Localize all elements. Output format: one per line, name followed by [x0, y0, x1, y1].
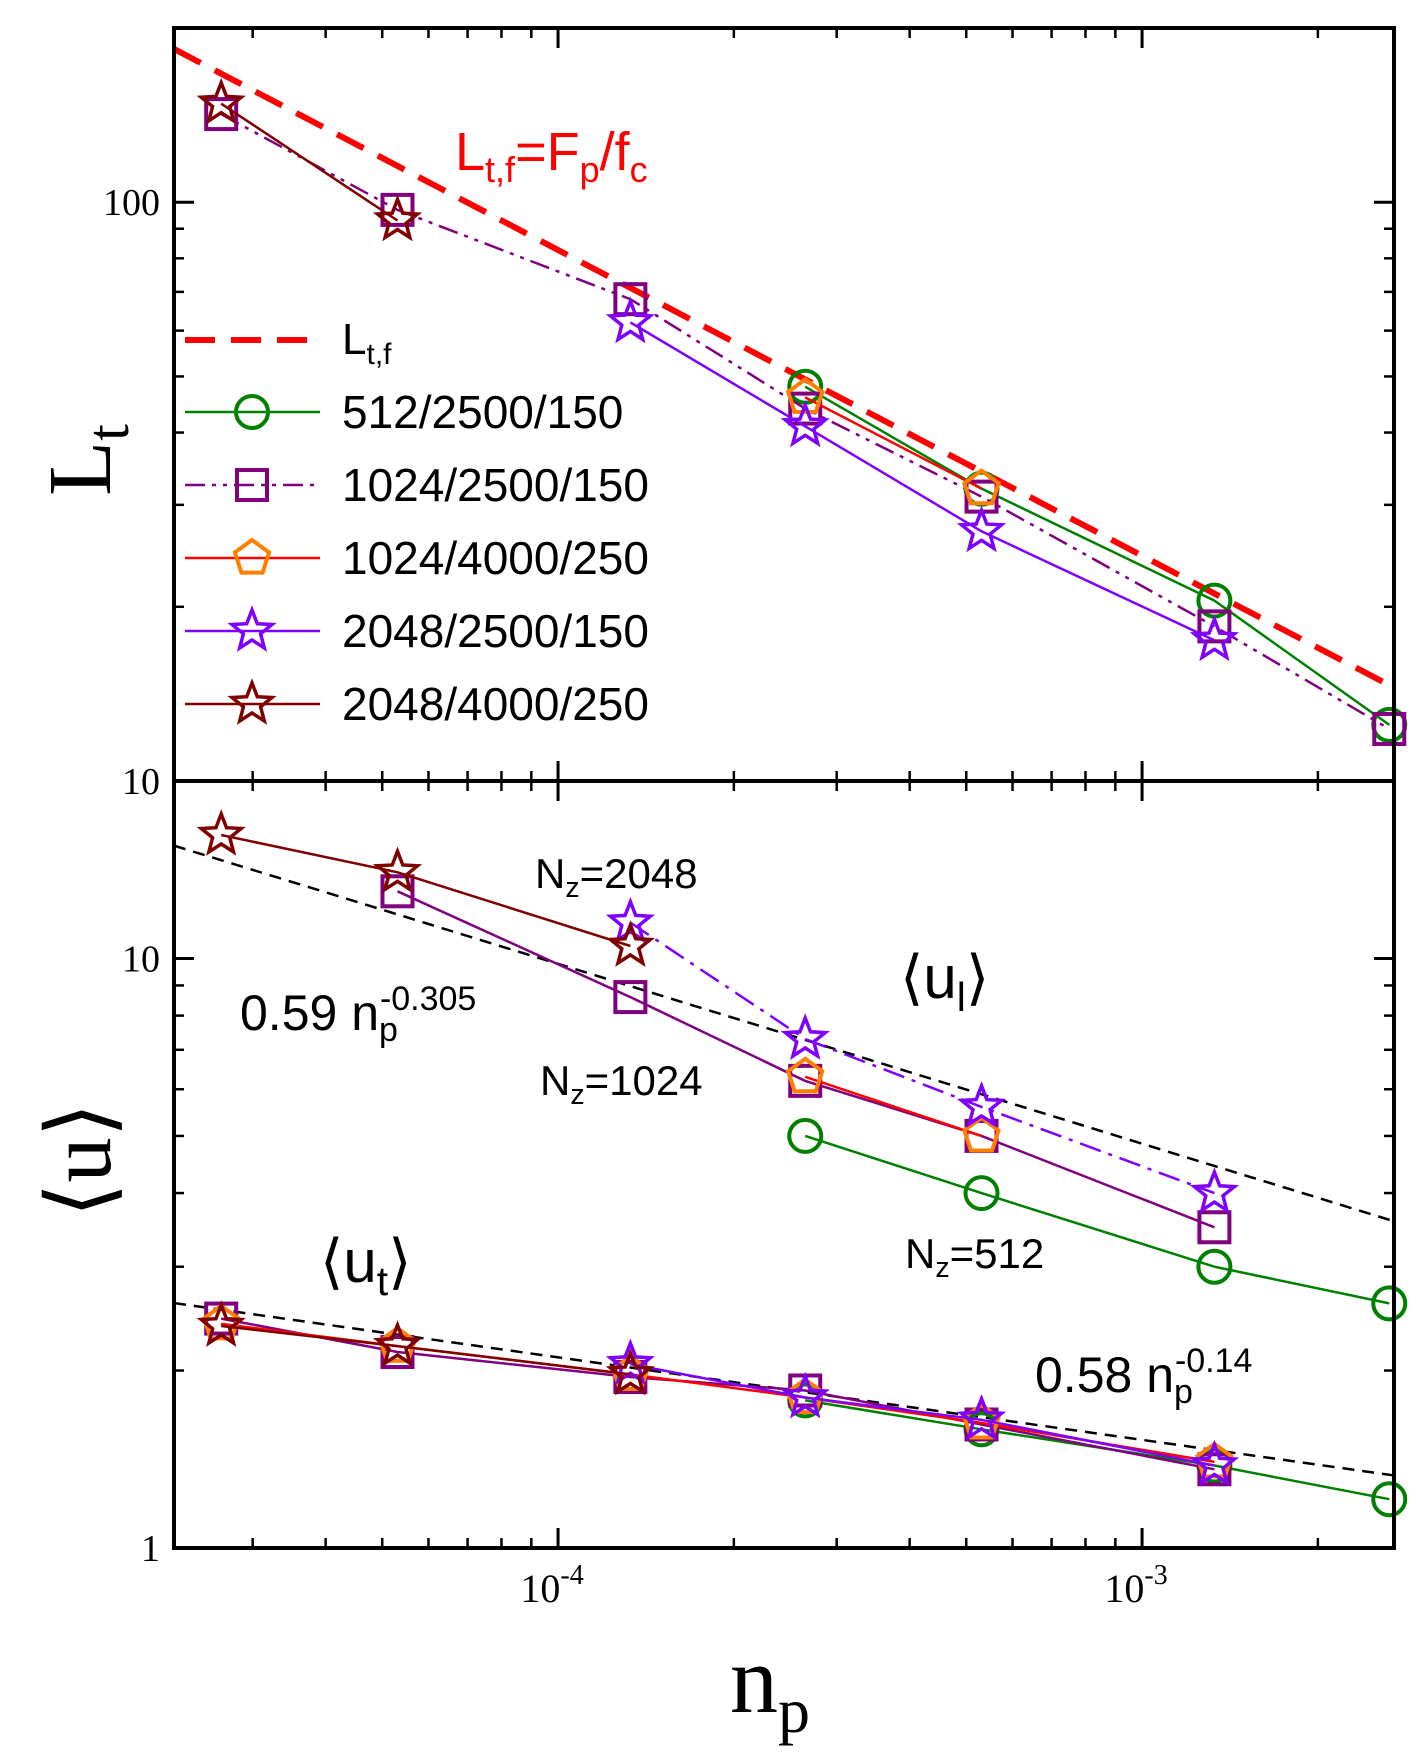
ul-series-3-point-2 — [956, 1081, 1007, 1128]
legend-label-0: 512/2500/150 — [342, 386, 623, 438]
top-panel: 10 100 Lt,f 512/2500/150 1024/2500/150 1024/4… — [31, 28, 1408, 803]
ut-series-3-point-2 — [956, 1393, 1007, 1441]
ul-series-0-point-0 — [787, 1117, 824, 1154]
top-series-3-point-2 — [956, 505, 1007, 553]
xtick-label-1: 10-3 — [1104, 1560, 1167, 1611]
legend-label-3: 2048/2500/150 — [342, 605, 649, 657]
label-nz-1024: Nz=1024 — [540, 1057, 703, 1111]
ul-series-0-point-2 — [1196, 1248, 1233, 1285]
ul-series-2-point-1 — [962, 1115, 1001, 1153]
bottom-ylabel: ⟨u⟩ — [31, 1102, 130, 1217]
ul-series-4-point-0 — [196, 809, 246, 856]
bottom-plot-frame — [172, 779, 1396, 1550]
xtick-label-0: 10-4 — [520, 1560, 583, 1611]
ul-series-2-line — [804, 1075, 982, 1138]
top-series-0-line — [804, 385, 1391, 726]
legend-label-4: 2048/4000/250 — [342, 678, 649, 730]
legend-marker-2 — [232, 537, 272, 575]
label-nz-2048: Nz=2048 — [535, 850, 698, 904]
ul-series-4-line — [220, 833, 631, 948]
top-series-3-point-0 — [605, 296, 655, 344]
ul-series-4-point-1 — [372, 846, 423, 894]
legend: Lt,f 512/2500/150 1024/2500/150 1024/4000/2… — [185, 315, 649, 730]
label-fit-1: 0.59 np-0.305 — [240, 980, 476, 1049]
ut-series-4-point-1 — [372, 1320, 423, 1368]
top-series-2-point-0 — [785, 376, 825, 414]
fit-line-1 — [173, 1301, 1395, 1477]
label-ut: ⟨ut⟩ — [320, 1228, 412, 1304]
formula-label: Lt,f=Fp/fc — [455, 122, 648, 190]
ut-series-0-point-3 — [1371, 1481, 1408, 1518]
top-series-4-point-0 — [196, 77, 246, 125]
ut-series-4-point-0 — [196, 1300, 246, 1347]
ut-series-3-point-3 — [1189, 1439, 1240, 1487]
top-series-2-point-1 — [962, 468, 1001, 506]
legend-marker-3 — [227, 605, 277, 652]
ut-series-2-point-4 — [962, 1402, 1001, 1440]
ul-series-3-point-0 — [605, 896, 655, 944]
ul-series-3-point-1 — [780, 1013, 830, 1060]
top-series-1-point-2 — [613, 282, 648, 317]
ul-series-2-point-0 — [785, 1056, 825, 1094]
annotations: Nz=2048 Nz=1024 Nz=512 ⟨ul⟩ ⟨ut⟩ 0.59 np-0.30… — [172, 26, 1396, 1550]
ut-series-0-line — [804, 1399, 1390, 1501]
top-series-3-point-1 — [780, 400, 830, 448]
ut-series-4-point-2 — [605, 1348, 655, 1396]
bottom-panel: 1 10 10-4 10-3 np ⟨u⟩ — [31, 781, 1408, 1746]
legend-marker-0 — [234, 394, 270, 430]
bottom-ytick-label: 1 — [141, 1528, 160, 1570]
reference-line-ltf — [172, 46, 1396, 691]
bottom-ytick-label: 10 — [122, 938, 160, 980]
ul-series-1-point-1 — [613, 980, 648, 1015]
ul-series-0-point-1 — [963, 1175, 1000, 1212]
top-series-4-point-1 — [372, 194, 423, 242]
ut-series-2-point-0 — [201, 1303, 241, 1341]
legend-marker-1 — [235, 468, 269, 502]
legend-label-2: 1024/4000/250 — [342, 532, 649, 584]
ut-series-4-line — [221, 1324, 631, 1376]
ul-series-4-point-2 — [605, 920, 655, 967]
top-ylabel: Lt — [31, 424, 141, 496]
ul-series-3-line — [629, 921, 1215, 1195]
ul-series-0-point-3 — [1371, 1285, 1408, 1322]
top-series-1-point-3 — [788, 391, 823, 426]
top-series-1-point-6 — [1372, 711, 1407, 746]
top-series-2-line — [804, 396, 983, 490]
ul-series-1-point-0 — [380, 874, 415, 909]
top-series-3-point-3 — [1189, 614, 1240, 662]
ul-series-1-line — [396, 890, 1215, 1229]
legend-label-1: 1024/2500/150 — [342, 459, 649, 511]
ul-series-1-point-4 — [1197, 1210, 1232, 1245]
ut-series-3-point-1 — [780, 1371, 830, 1419]
ul-series-3-point-3 — [1189, 1167, 1240, 1215]
fit-line-0 — [173, 844, 1395, 1223]
top-ytick-label: 10 — [122, 761, 160, 803]
ul-series-0-line — [804, 1134, 1390, 1305]
label-nz-512: Nz=512 — [905, 1230, 1044, 1284]
label-fit-2: 0.58 np-0.14 — [1035, 1342, 1252, 1411]
top-series-4-line — [220, 102, 399, 222]
ut-series-3-line — [630, 1362, 1215, 1467]
legend-label-ltf: Lt,f — [342, 315, 392, 371]
top-series-3-line — [629, 321, 1215, 642]
top-series-1-point-5 — [1197, 609, 1232, 644]
label-ul: ⟨ul⟩ — [900, 944, 989, 1020]
legend-marker-4 — [227, 678, 277, 725]
top-ytick-label: 100 — [103, 182, 160, 224]
xlabel: np — [730, 1626, 810, 1746]
ut-series-1-line — [220, 1317, 1215, 1471]
